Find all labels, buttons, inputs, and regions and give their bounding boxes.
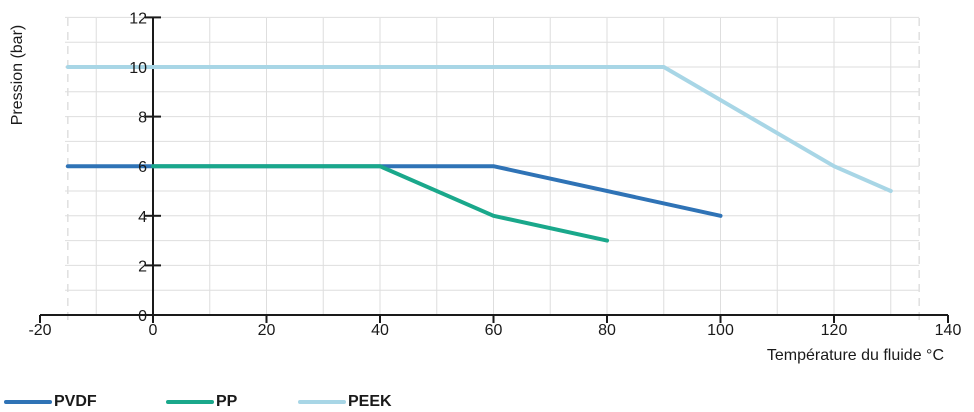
series-lines: [65, 65, 893, 243]
x-tick-label: 80: [598, 322, 616, 339]
legend-label-pvdf: PVDF: [54, 393, 97, 410]
x-tick-label: -20: [28, 322, 51, 339]
y-tick-label: 0: [138, 308, 147, 325]
x-tick-label: 140: [935, 322, 962, 339]
x-tick-label: 60: [485, 322, 503, 339]
legend-item-pp: PP: [166, 392, 237, 412]
y-tick-label: 6: [138, 159, 147, 176]
tick-labels: -20 0 20 40 60 80 100 120 140 0 2 4 6 8 10 12: [28, 10, 961, 339]
chart: -20 0 20 40 60 80 100 120 140 0 2 4 6 8 10 12 Pression …: [9, 10, 961, 364]
y-tick-label: 4: [138, 209, 147, 226]
legend-swatch-pvdf: [4, 400, 52, 404]
y-axis-title: Pression (bar): [9, 25, 26, 125]
y-tick-label: 8: [138, 110, 147, 127]
y-tick-label: 10: [129, 60, 147, 77]
x-tick-label: 40: [371, 322, 389, 339]
legend-label-peek: PEEK: [348, 393, 392, 410]
x-tick-label: 20: [258, 322, 276, 339]
legend-item-pvdf: PVDF: [4, 392, 97, 412]
legend-swatch-peek: [298, 400, 346, 404]
x-tick-label: 100: [707, 322, 734, 339]
legend: PVDF PP PEEK: [0, 392, 974, 412]
y-tick-label: 2: [138, 258, 147, 275]
legend-swatch-pp: [166, 400, 214, 404]
x-tick-label: 0: [149, 322, 158, 339]
x-axis-title: Température du fluide °C: [767, 347, 944, 364]
series-line-peek: [65, 65, 893, 193]
y-tick-label: 12: [129, 10, 147, 27]
x-tick-label: 120: [821, 322, 848, 339]
legend-label-pp: PP: [216, 393, 238, 410]
legend-item-peek: PEEK: [298, 392, 392, 412]
grid: [65, 16, 920, 325]
series-line-pp: [151, 164, 609, 243]
